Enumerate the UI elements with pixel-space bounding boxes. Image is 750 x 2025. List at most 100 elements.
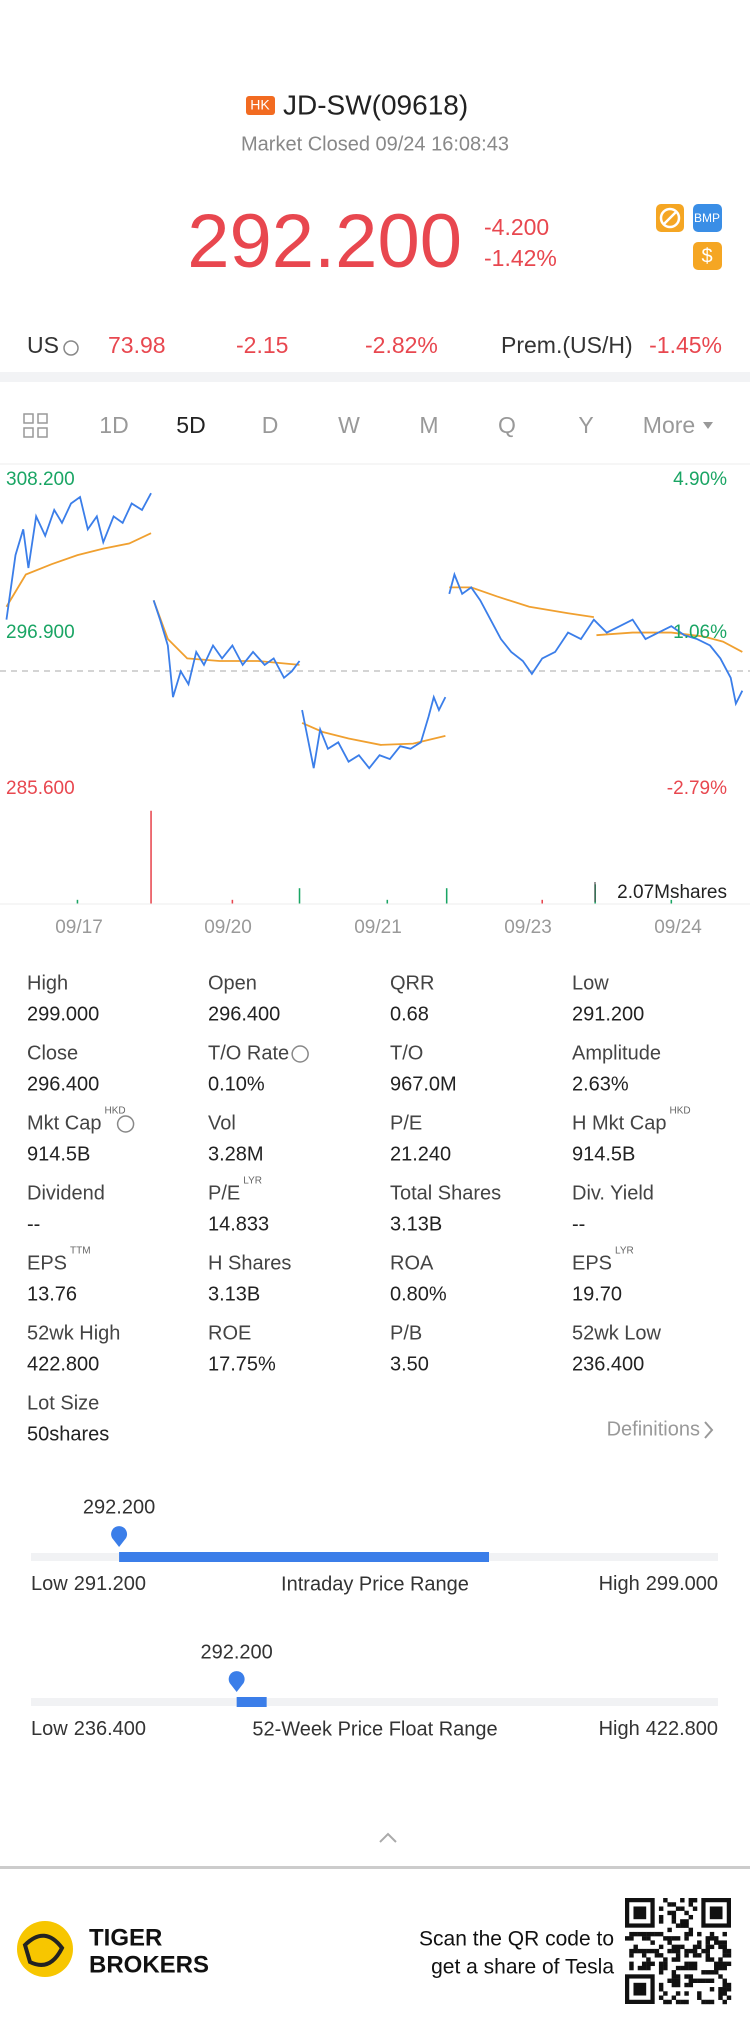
qr-module	[680, 1944, 685, 1950]
collapse-chevron[interactable]	[379, 1832, 397, 1843]
period-tab[interactable]: M	[419, 412, 438, 438]
stat-label: Dividend	[27, 1182, 105, 1204]
stat-value: 14.833	[208, 1213, 269, 1235]
qr-module	[641, 1936, 647, 1941]
period-tab[interactable]: More	[643, 412, 695, 438]
period-tab[interactable]: 5D	[176, 412, 205, 438]
qr-module	[641, 1965, 647, 1971]
period-tab[interactable]: W	[338, 412, 360, 438]
qr-module	[641, 1953, 647, 1958]
qr-module	[667, 1978, 672, 1983]
icon-bmp[interactable]	[693, 204, 722, 232]
qr-module	[701, 1948, 706, 1954]
qr-module	[726, 1948, 732, 1954]
range-high-prefix: High	[599, 1573, 640, 1595]
qr-module	[709, 1957, 715, 1962]
icon-short-glyph	[659, 207, 681, 229]
period-tab[interactable]: Y	[578, 412, 593, 438]
range-high: High 422.800	[599, 1718, 718, 1740]
qr-module	[646, 1965, 651, 1971]
qr-module	[671, 1970, 677, 1975]
qr-module	[650, 1948, 655, 1954]
stat-label: T/O Rate	[208, 1042, 289, 1064]
qr-module	[663, 1991, 668, 1996]
definitions-link[interactable]: Definitions	[607, 1418, 700, 1440]
pct-axis-label: 1.06%	[673, 622, 727, 643]
qr-module	[722, 1940, 727, 1945]
qr-module	[697, 1953, 702, 1958]
stat-sup: LYR	[615, 1246, 634, 1257]
stat-value: 236.400	[572, 1353, 644, 1375]
stat-label: P/E	[208, 1182, 240, 1204]
range-title: Intraday Price Range	[281, 1573, 469, 1595]
stat-sup: LYR	[243, 1176, 262, 1187]
period-tab[interactable]: D	[262, 412, 279, 438]
period-tab[interactable]: Q	[498, 412, 516, 438]
qr-module	[722, 1987, 727, 1992]
price-axis-label: 296.900	[6, 622, 75, 643]
qr-module	[701, 1978, 706, 1983]
qr-module	[658, 1919, 664, 1924]
info-icon[interactable]	[116, 1115, 135, 1133]
qr-module	[722, 1999, 727, 2005]
qr-module	[675, 1978, 681, 1983]
qr-module	[629, 1965, 634, 1971]
qr-module	[663, 1999, 668, 2005]
qr-module	[680, 1898, 685, 1903]
range-low-prefix: Low	[31, 1718, 68, 1740]
us-label: US	[27, 332, 59, 358]
qr-module	[692, 1898, 698, 1903]
us-change: -2.15	[236, 332, 288, 358]
stat-value: 3.28M	[208, 1143, 264, 1165]
qr-module	[667, 1927, 672, 1933]
info-icon[interactable]	[291, 1045, 309, 1063]
qr-module	[671, 1948, 677, 1954]
qr-module	[722, 1948, 727, 1954]
qr-module	[637, 1965, 643, 1971]
separator	[0, 372, 750, 382]
qr-module	[688, 1914, 694, 1920]
qr-code	[625, 1898, 732, 2005]
us-info-icon[interactable]	[63, 340, 79, 356]
qr-module	[671, 1974, 677, 1979]
qr-finder	[633, 1982, 647, 1996]
qr-module	[633, 1948, 638, 1954]
qr-module	[684, 1965, 689, 1971]
stat-value: 50shares	[27, 1423, 109, 1445]
qr-module	[650, 1931, 655, 1937]
period-tab[interactable]: 1D	[99, 412, 128, 438]
stat-sup: HKD	[669, 1106, 690, 1117]
qr-module	[658, 1970, 664, 1975]
qr-module	[663, 1936, 668, 1941]
qr-module	[688, 1927, 694, 1933]
stat-value: 0.80%	[390, 1283, 447, 1305]
qr-module	[688, 1948, 694, 1954]
stat-value: 3.13B	[390, 1213, 442, 1235]
qr-module	[646, 1948, 651, 1954]
stat-value: 967.0M	[390, 1073, 457, 1095]
qr-module	[633, 1931, 638, 1937]
stat-value: 2.63%	[572, 1073, 629, 1095]
range-high-value: 299.000	[646, 1573, 718, 1595]
brand-line: BROKERS	[89, 1951, 209, 1978]
qr-module	[671, 1982, 677, 1988]
qr-module	[658, 1906, 664, 1911]
stat-label: High	[27, 972, 68, 994]
qr-module	[718, 1961, 723, 1967]
qr-module	[722, 1953, 727, 1958]
stat-label: Low	[572, 972, 609, 994]
range-low-prefix: Low	[31, 1573, 68, 1595]
icon-dollar[interactable]	[693, 242, 722, 270]
qr-module	[684, 1982, 689, 1988]
qr-module	[709, 1944, 715, 1950]
stat-label: 52wk Low	[572, 1322, 661, 1344]
change: -4.200	[484, 214, 549, 240]
qr-module	[629, 1961, 634, 1967]
qr-module	[641, 1931, 647, 1937]
qr-module	[684, 1991, 689, 1996]
stat-label: EPS	[27, 1252, 67, 1274]
layout-icon[interactable]	[23, 413, 48, 438]
icon-short-slash	[663, 211, 677, 225]
stat-label: H Shares	[208, 1252, 291, 1274]
stat-value: 914.5B	[572, 1143, 635, 1165]
